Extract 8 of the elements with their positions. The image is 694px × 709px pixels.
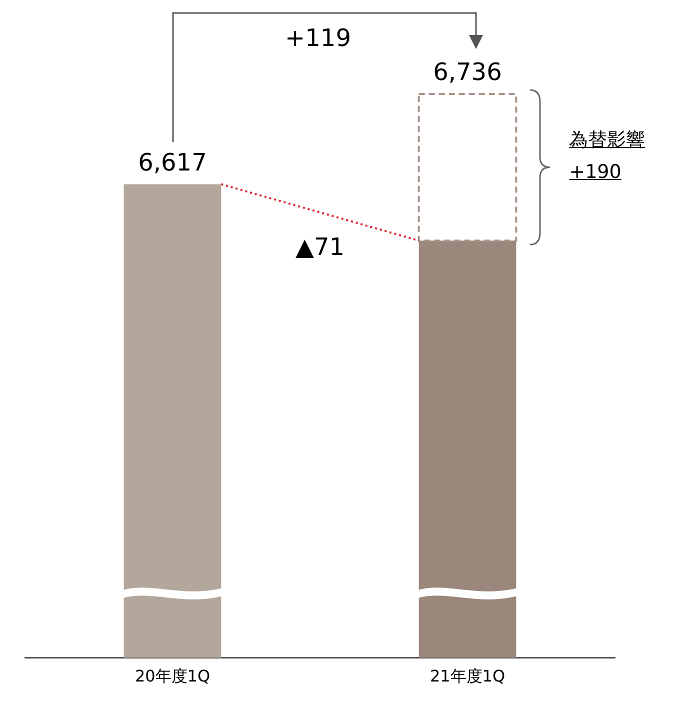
x-tick-label: 21年度1Q (430, 666, 506, 686)
annotation: +190 (569, 160, 622, 186)
text: 6,736 (433, 58, 502, 86)
x-tick-label: 20年度1Q (134, 666, 210, 686)
annotation: 6,617 (138, 148, 207, 176)
annotation: ▲71 (296, 232, 344, 261)
annotation: 為替影響 (569, 128, 646, 154)
text: +119 (285, 24, 351, 52)
